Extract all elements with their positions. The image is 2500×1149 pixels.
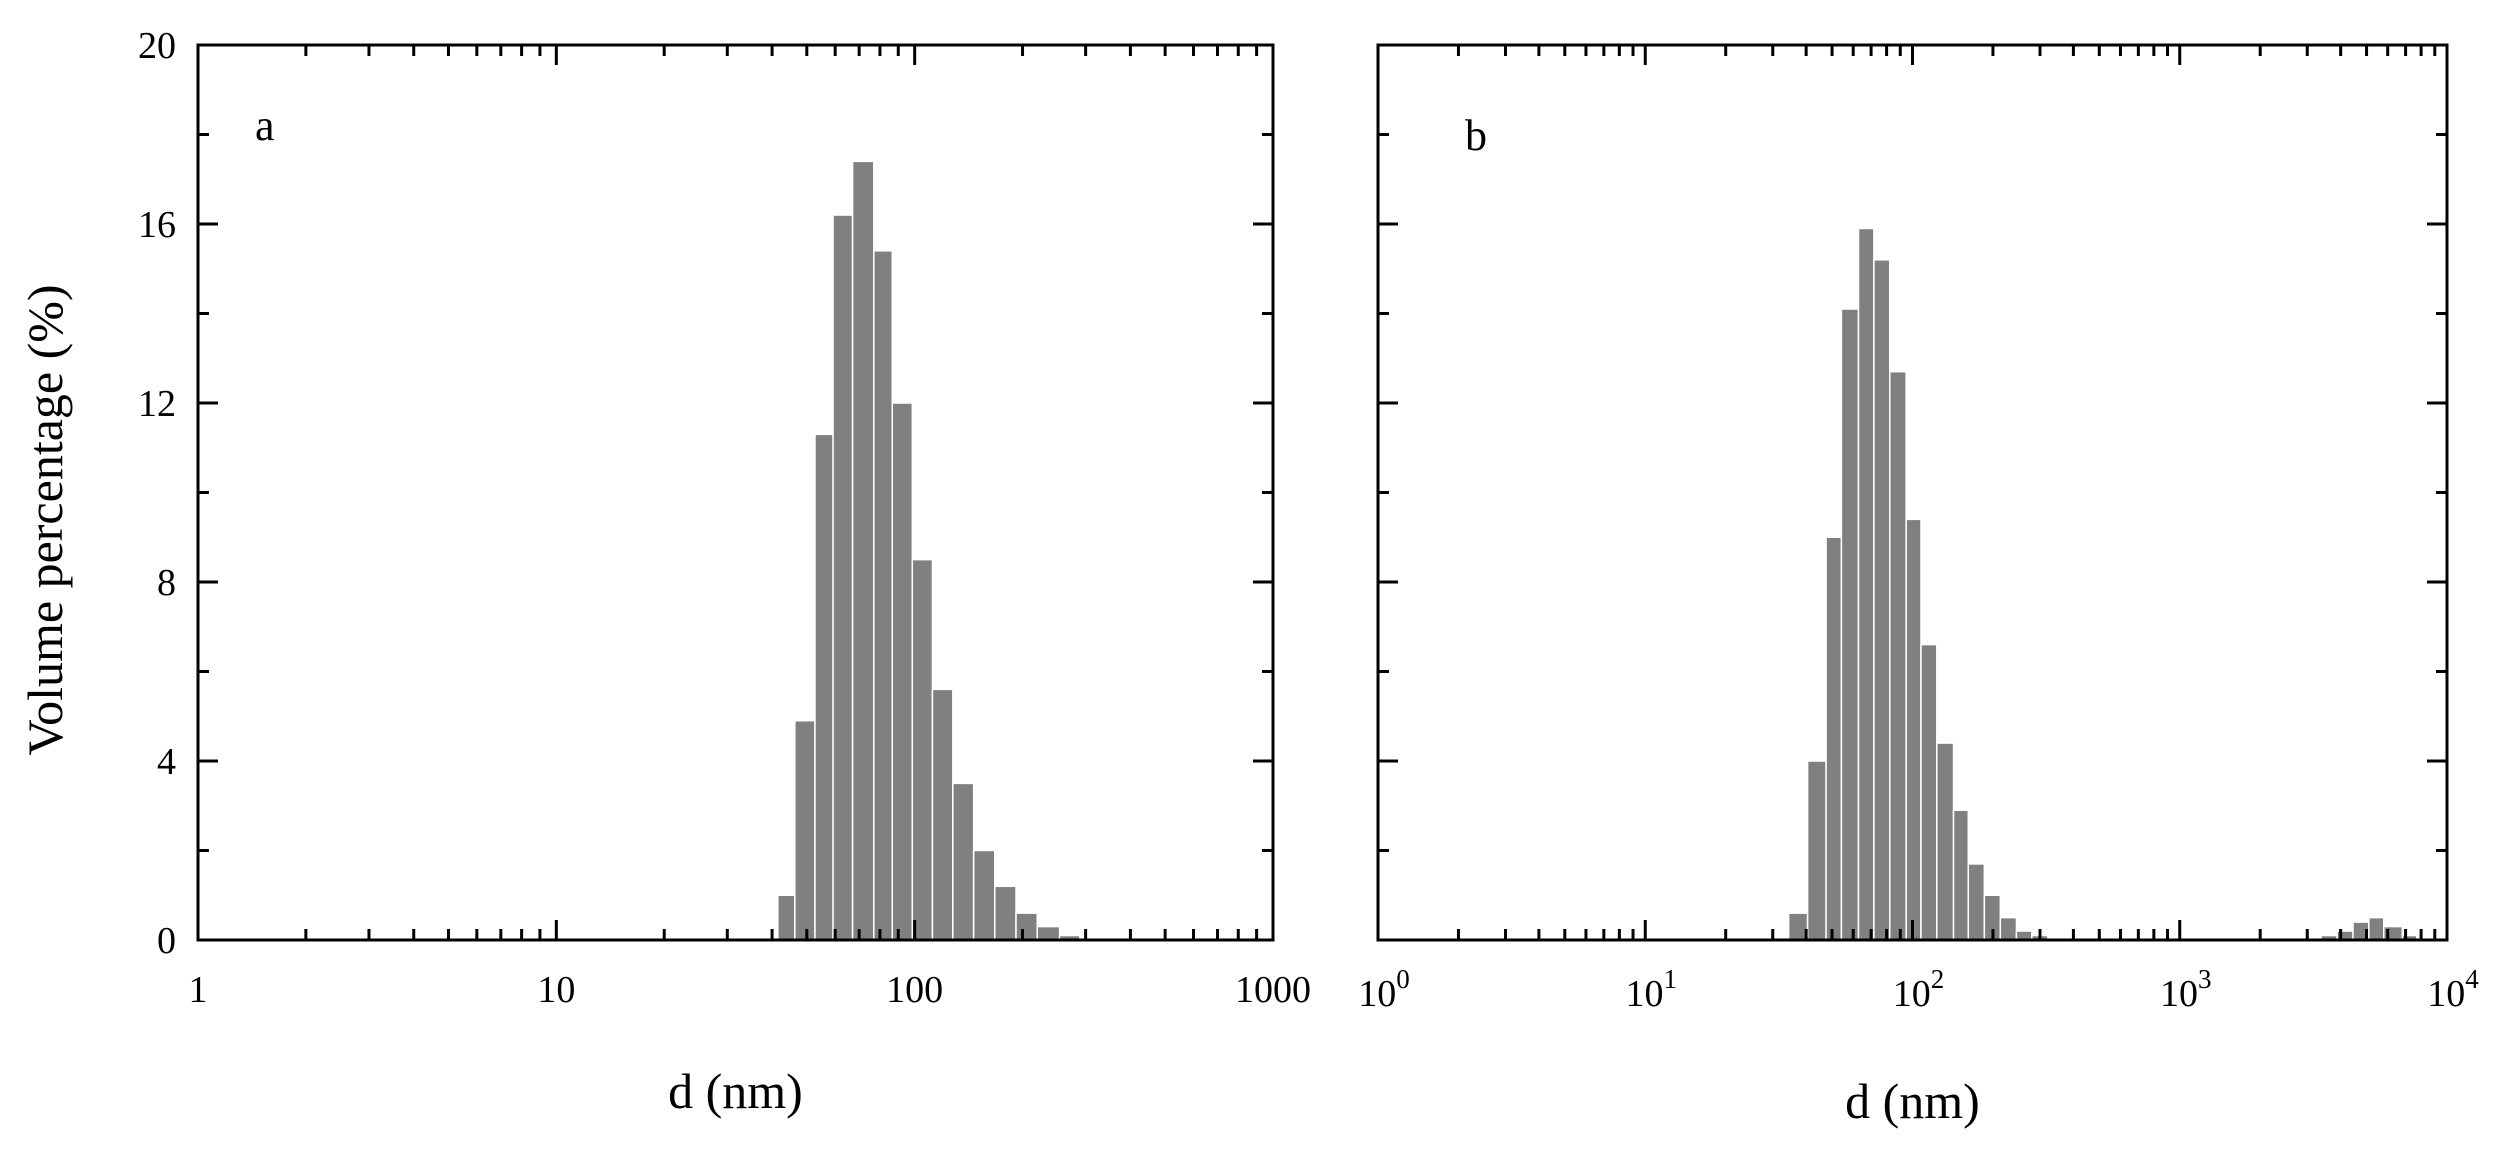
- x-tick-label-base: 10: [2427, 973, 2465, 1015]
- panel-label: a: [255, 101, 275, 150]
- histogram-bar: [2368, 916, 2385, 941]
- x-axis-title: d (nm): [1845, 1073, 1980, 1129]
- x-tick-label-exponent: 1: [1664, 964, 1678, 994]
- histogram-bar: [1840, 308, 1860, 941]
- histogram-bar: [931, 688, 954, 941]
- x-tick-label-base: 10: [1893, 973, 1931, 1015]
- histogram-bars: [777, 160, 1081, 941]
- y-axis-title: Volume percentage (%): [17, 284, 73, 755]
- x-tick-label-exponent: 0: [1396, 964, 1410, 994]
- x-tick-label-base: 10: [1358, 973, 1396, 1015]
- x-tick-label: 10: [537, 969, 575, 1011]
- histogram-bar: [952, 782, 975, 941]
- histogram-bar: [1825, 536, 1843, 941]
- histogram-bars: [1787, 227, 2418, 941]
- x-axis-ticks: 100 101 102 103 104: [1358, 45, 2479, 1015]
- x-axis-title: d (nm): [668, 1063, 803, 1119]
- x-tick-label: 102: [1893, 964, 1945, 1015]
- histogram-bar: [891, 402, 914, 941]
- panel-label: b: [1465, 111, 1487, 160]
- histogram-bar: [1857, 227, 1875, 941]
- histogram-bar: [1936, 742, 1955, 941]
- histogram-bar: [851, 160, 875, 941]
- histogram-bar: [873, 250, 894, 941]
- y-tick-label: 16: [138, 204, 176, 246]
- y-axis-ticks: 0 4 8 12 16 20: [138, 25, 1273, 962]
- histogram-bar: [911, 558, 934, 941]
- histogram-bar: [1036, 925, 1061, 941]
- y-tick-label: 20: [138, 25, 176, 67]
- histogram-bar: [1920, 643, 1938, 941]
- x-tick-label: 1: [189, 969, 208, 1011]
- histogram-bar: [1905, 518, 1922, 941]
- y-axis-ticks: [1378, 43, 2447, 942]
- x-tick-label-exponent: 4: [2465, 964, 2479, 994]
- histogram-bar: [1873, 259, 1891, 941]
- x-tick-label: 103: [2160, 964, 2212, 1015]
- x-tick-label-exponent: 3: [2198, 964, 2212, 994]
- histogram-bar: [1999, 916, 2018, 941]
- histogram-bar: [1888, 370, 1907, 941]
- x-tick-label-base: 10: [1626, 973, 1664, 1015]
- y-tick-label: 12: [138, 383, 176, 425]
- histogram-bar: [832, 214, 854, 941]
- x-tick-label-base: 10: [2160, 973, 2198, 1015]
- histogram-bar: [814, 433, 834, 941]
- x-tick-label: 100: [1358, 964, 1410, 1015]
- x-tick-label: 1000: [1235, 969, 1311, 1011]
- histogram-bar: [972, 849, 996, 941]
- plot-frame: [196, 43, 1275, 942]
- y-tick-label: 0: [157, 920, 176, 962]
- histogram-bar: [1015, 912, 1038, 941]
- x-tick-label: 104: [2427, 964, 2479, 1015]
- histogram-bar: [1806, 760, 1827, 941]
- histogram-bar: [777, 894, 796, 941]
- x-tick-label: 101: [1626, 964, 1678, 1015]
- histogram-bar: [1952, 809, 1970, 941]
- chart-panel-a: 0 4 8 12 16 20 1 10 100 1000 d (nm) a: [138, 25, 1311, 1119]
- x-tick-label: 100: [886, 969, 943, 1011]
- histogram-bar: [1967, 863, 1986, 941]
- x-axis-ticks: 1 10 100 1000: [189, 45, 1311, 1011]
- histogram-bar: [994, 885, 1017, 941]
- histogram-bar: [794, 719, 816, 941]
- y-tick-label: 8: [157, 562, 176, 604]
- x-tick-label-exponent: 2: [1931, 964, 1945, 994]
- y-tick-label: 4: [157, 741, 176, 783]
